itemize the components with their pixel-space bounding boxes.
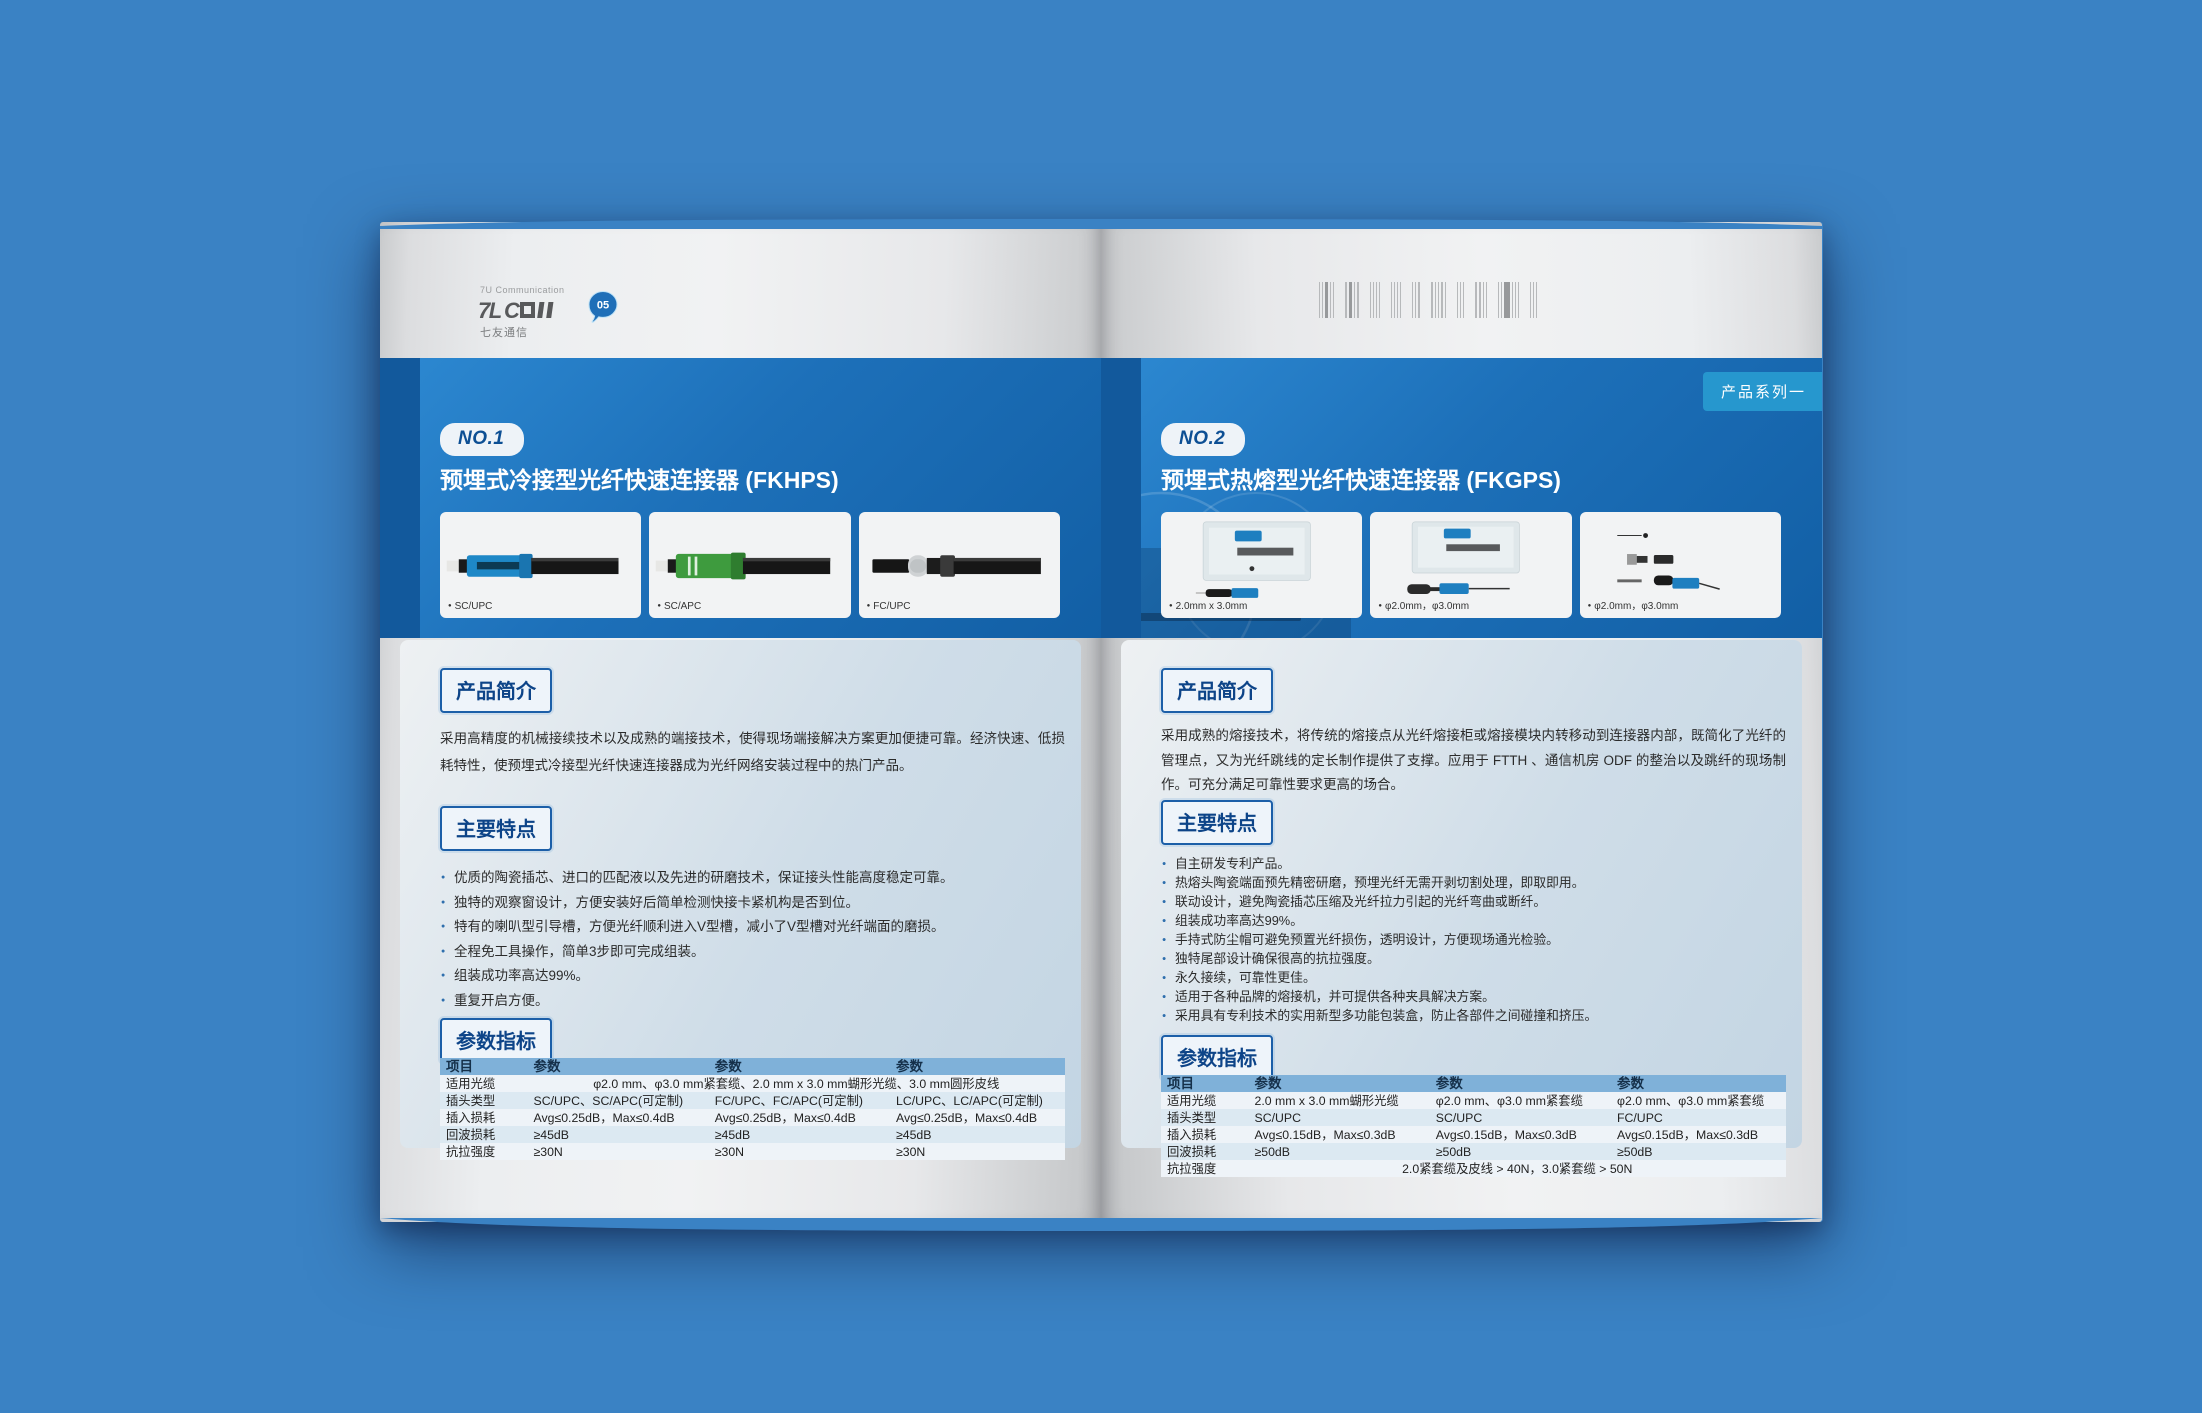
svg-text:05: 05 xyxy=(597,299,609,311)
svg-text:7L: 7L xyxy=(478,298,502,323)
svg-text:C: C xyxy=(504,298,521,323)
